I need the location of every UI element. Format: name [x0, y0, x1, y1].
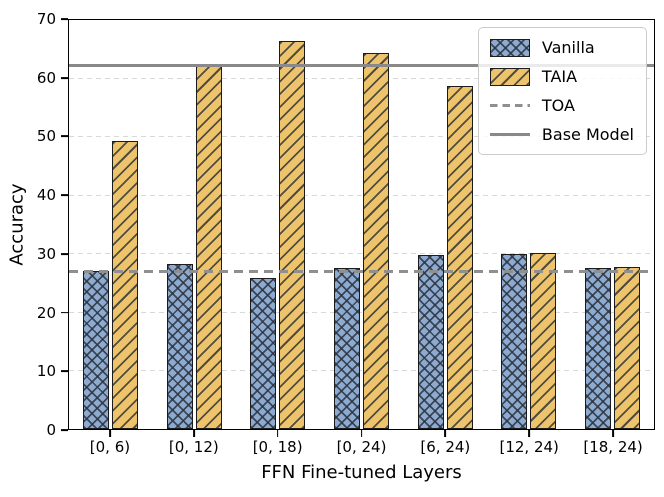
base-model-line	[69, 64, 654, 67]
y-tick-label: 30	[36, 244, 56, 263]
x-tick-mark	[109, 430, 111, 437]
x-tick-labels: [0, 6) [0, 12) [0, 18) [0, 24) [6, 24) [12, 2…	[68, 438, 655, 458]
toa-line	[69, 269, 654, 273]
gridline-40	[69, 194, 654, 196]
x-tick-label: [0, 24)	[336, 438, 387, 456]
y-tick-label: 20	[36, 303, 56, 322]
gridline-20	[69, 311, 654, 313]
legend: Vanilla TAIA TOA Base Model	[477, 27, 647, 155]
y-tick-label: 10	[36, 362, 56, 381]
dashed-line-icon	[489, 104, 530, 107]
vanilla-bar	[334, 267, 361, 429]
y-tick-mark	[61, 429, 68, 431]
y-tick-label: 60	[36, 68, 56, 87]
gridline-60	[69, 77, 654, 80]
y-tick-mark	[61, 135, 68, 138]
vanilla-bar	[166, 264, 193, 429]
x-tick-marks	[68, 430, 655, 437]
gridline-30	[69, 253, 654, 255]
y-tick-mark	[61, 370, 68, 373]
taia-bar	[112, 140, 139, 429]
legend-item-taia: TAIA	[489, 67, 634, 86]
y-tick-mark	[61, 252, 68, 255]
bar-group-1	[69, 20, 153, 429]
legend-label: TOA	[541, 96, 575, 115]
vanilla-bar	[501, 253, 528, 429]
vanilla-bar	[584, 268, 611, 429]
y-tick-label: 40	[36, 186, 56, 205]
x-tick-label: [0, 6)	[89, 438, 131, 456]
y-tick-label: 50	[36, 127, 56, 146]
bar-group-3	[236, 20, 320, 429]
taia-bar	[530, 252, 557, 429]
y-tick-mark	[61, 194, 68, 197]
x-tick-mark	[444, 430, 447, 437]
x-tick-label: [18, 24)	[583, 438, 643, 456]
x-tick-mark	[192, 430, 195, 437]
gridline-10	[69, 369, 654, 372]
legend-label: Base Model	[541, 125, 634, 144]
plot-area: Vanilla TAIA TOA Base Model	[68, 19, 655, 430]
x-tick-label: [0, 18)	[252, 438, 303, 456]
vanilla-bar	[250, 277, 277, 429]
taia-bar	[446, 86, 473, 429]
x-tick-label: [12, 24)	[499, 438, 559, 456]
taia-bar	[279, 41, 306, 429]
legend-label: Vanilla	[541, 38, 595, 57]
x-tick-mark	[276, 430, 279, 437]
x-tick-mark	[612, 430, 614, 437]
bar-group-2	[153, 20, 237, 429]
bar-group-5	[403, 20, 487, 429]
y-tick-mark	[61, 76, 68, 79]
y-tick-labels: 0 10 20 30 40 50 60 70	[0, 10, 56, 439]
taia-swatch-icon	[489, 67, 530, 86]
legend-item-toa: TOA	[489, 96, 634, 115]
legend-marker-box	[489, 104, 530, 107]
y-tick-mark	[61, 311, 68, 314]
bar-group-6	[487, 20, 571, 429]
y-tick-label: 0	[46, 421, 56, 439]
gridline-50	[69, 136, 654, 138]
x-tick-mark	[360, 430, 363, 437]
bar-group-7	[570, 20, 654, 429]
taia-bar	[613, 266, 640, 429]
bar-groups	[69, 20, 654, 429]
legend-label: TAIA	[541, 67, 578, 86]
taia-bar	[195, 64, 222, 429]
bar-group-4	[320, 20, 404, 429]
legend-marker-box	[489, 67, 530, 86]
legend-marker-box	[489, 133, 530, 136]
y-tick-label: 70	[36, 10, 56, 28]
legend-marker-box	[489, 38, 530, 57]
y-tick-marks	[61, 18, 68, 431]
vanilla-bar	[417, 254, 444, 429]
y-tick-mark	[61, 18, 68, 20]
legend-item-vanilla: Vanilla	[489, 38, 634, 57]
x-tick-label: [6, 24)	[420, 438, 471, 456]
vanilla-swatch-icon	[489, 38, 530, 57]
x-tick-mark	[528, 430, 531, 437]
solid-line-icon	[489, 133, 530, 136]
vanilla-bar	[83, 271, 110, 429]
x-tick-label: [0, 12)	[168, 438, 219, 456]
taia-bar	[363, 53, 390, 429]
x-axis-label: FFN Fine-tuned Layers	[261, 462, 462, 483]
legend-item-base-model: Base Model	[489, 125, 634, 144]
